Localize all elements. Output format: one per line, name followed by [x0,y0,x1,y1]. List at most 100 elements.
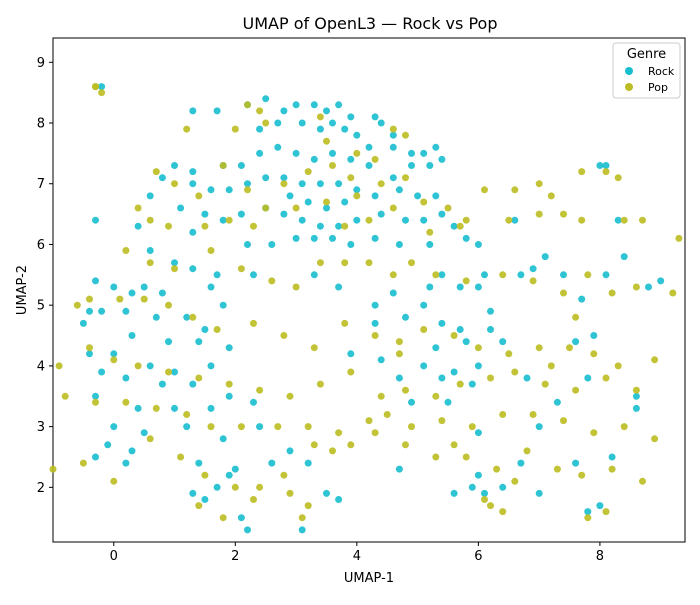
point-rock-192 [614,216,622,224]
point-pop-68 [408,259,415,267]
point-rock-205 [511,216,519,224]
point-rock-94 [250,271,257,279]
point-pop-125 [183,411,191,418]
point-rock-141 [474,362,482,370]
point-rock-37 [310,155,318,163]
point-rock-210 [535,423,543,431]
point-rock-5 [323,107,330,115]
points-layer [49,83,683,534]
point-rock-63 [219,216,227,224]
point-pop-3 [244,101,251,109]
point-pop-51 [535,210,543,218]
point-pop-69 [432,271,440,279]
point-rock-196 [645,283,652,291]
point-pop-142 [49,465,57,473]
point-rock-45 [244,180,251,188]
point-rock-92 [189,265,197,273]
point-rock-83 [329,234,336,242]
point-pop-2 [92,83,99,91]
point-pop-175 [280,471,288,479]
point-pop-171 [602,508,610,516]
legend-label-rock: Rock [648,65,675,78]
point-rock-211 [523,374,531,382]
point-pop-57 [122,247,130,254]
point-rock-27 [426,162,434,169]
point-rock-68 [316,222,324,230]
point-rock-163 [104,441,112,449]
point-rock-139 [420,362,428,370]
point-pop-144 [110,477,118,485]
point-pop-133 [408,423,415,431]
point-rock-187 [474,471,482,479]
point-pop-99 [651,356,659,364]
point-pop-8 [262,119,270,127]
point-rock-87 [426,241,434,248]
point-rock-58 [323,204,330,212]
point-rock-212 [395,465,403,473]
point-pop-15 [304,168,312,176]
point-rock-29 [389,174,397,182]
point-rock-10 [189,107,197,115]
plot-frame [52,37,686,543]
point-rock-145 [189,380,197,388]
point-rock-101 [158,289,166,297]
point-rock-33 [237,162,245,169]
point-pop-53 [578,216,586,224]
point-pop-12 [329,162,336,169]
point-pop-103 [134,362,142,370]
point-pop-50 [505,216,513,224]
point-pop-109 [316,380,324,388]
point-rock-19 [353,131,361,139]
point-pop-110 [347,368,355,376]
point-rock-72 [402,216,409,224]
point-pop-151 [310,441,318,449]
point-rock-126 [165,338,172,346]
point-pop-87 [310,344,318,352]
point-rock-125 [128,332,136,339]
point-rock-95 [310,271,318,279]
point-pop-128 [274,423,282,431]
point-rock-52 [371,192,379,200]
point-pop-117 [541,380,549,388]
point-rock-84 [347,241,355,248]
point-pop-64 [316,259,324,267]
point-rock-36 [292,149,300,157]
point-rock-64 [237,210,245,218]
point-pop-97 [590,350,598,358]
point-pop-65 [341,259,349,267]
point-pop-34 [511,186,519,194]
point-rock-54 [414,192,422,200]
point-rock-189 [572,459,580,467]
point-pop-21 [171,180,178,188]
point-rock-90 [146,247,154,254]
point-rock-157 [444,398,452,406]
point-pop-27 [323,198,330,206]
point-rock-82 [310,234,318,242]
point-rock-161 [219,435,227,443]
point-rock-47 [280,174,288,182]
point-rock-186 [596,502,604,510]
point-rock-56 [286,192,294,200]
point-rock-69 [335,222,343,230]
point-pop-82 [165,301,172,309]
point-pop-74 [584,271,592,279]
point-pop-88 [341,319,349,327]
point-pop-147 [201,471,209,479]
point-pop-33 [481,186,488,194]
point-pop-169 [499,508,507,516]
point-rock-144 [158,380,166,388]
point-rock-30 [171,162,178,169]
point-rock-86 [395,241,403,248]
point-rock-178 [323,489,330,497]
point-pop-76 [632,283,640,291]
point-pop-7 [402,131,409,139]
point-pop-104 [165,368,172,376]
point-pop-167 [304,502,312,510]
point-pop-25 [262,204,270,212]
point-rock-116 [152,313,160,321]
point-pop-49 [456,222,464,230]
point-rock-41 [158,174,166,182]
point-pop-108 [286,392,294,400]
point-pop-161 [608,465,616,473]
